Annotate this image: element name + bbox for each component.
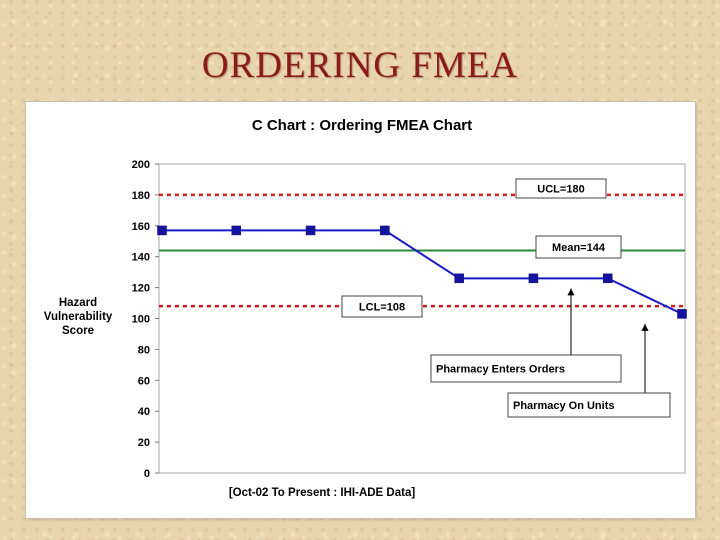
plot-frame: [158, 163, 686, 474]
series-line: [162, 229, 683, 315]
y-axis-label: Hazard Vulnerability Score: [44, 297, 113, 337]
c-chart: C Chart : Ordering FMEA Chart 0 20 40 60 80 1…: [44, 117, 687, 499]
y-axis-label-line: Score: [62, 325, 94, 337]
reference-lines: UCL=180 Mean=144 LCL=108: [159, 178, 685, 318]
data-point: [157, 225, 167, 236]
reference-label-box: [515, 178, 607, 199]
y-tick-label: 100: [132, 314, 150, 326]
y-axis-ticks: 0 20 40 60 80 100 120 140 160 180 200: [132, 159, 159, 480]
annotations: Pharmacy Enters Orders Pharmacy On Units: [430, 288, 671, 418]
data-point: [602, 273, 613, 284]
annotation-label: Pharmacy Enters Orders: [436, 364, 565, 376]
y-tick-label: 20: [138, 437, 150, 449]
annotation-arrowhead: [641, 323, 649, 331]
y-tick-label: 80: [138, 344, 150, 356]
x-axis-label: [Oct-02 To Present : IHI-ADE Data]: [229, 487, 416, 499]
y-tick-label: 200: [132, 159, 150, 171]
data-point: [305, 225, 316, 236]
plot-area: [158, 163, 686, 474]
annotation-box: [507, 392, 671, 418]
data-series: [157, 225, 687, 319]
reference-label: Mean=144: [552, 242, 606, 254]
annotation-label: Pharmacy On Units: [513, 400, 614, 412]
y-tick-label: 60: [138, 375, 150, 387]
chart-title: C Chart : Ordering FMEA Chart: [252, 117, 472, 134]
y-tick-label: 140: [132, 252, 150, 264]
annotation-box: [430, 354, 622, 383]
data-point: [528, 273, 539, 284]
slide-title: ORDERING FMEA: [201, 45, 519, 86]
reference-label: UCL=180: [537, 184, 584, 196]
reference-label: LCL=108: [359, 302, 405, 314]
y-axis-label-line: Vulnerability: [44, 311, 113, 323]
y-tick-label: 0: [144, 468, 150, 480]
data-point: [454, 273, 464, 284]
data-point: [677, 309, 687, 319]
reference-label-box: [341, 295, 423, 318]
y-tick-label: 120: [132, 283, 150, 295]
y-axis-label-line: Hazard: [59, 297, 97, 309]
data-point: [231, 225, 242, 236]
y-tick-label: 180: [132, 190, 150, 202]
y-tick-label: 160: [132, 221, 150, 233]
y-tick-label: 40: [138, 406, 150, 418]
data-point: [380, 225, 390, 236]
annotation-arrowhead: [567, 288, 575, 296]
reference-label-box: [535, 235, 622, 259]
chart-panel: C Chart : Ordering FMEA Chart 0 20 40 60 80 1…: [25, 101, 696, 519]
